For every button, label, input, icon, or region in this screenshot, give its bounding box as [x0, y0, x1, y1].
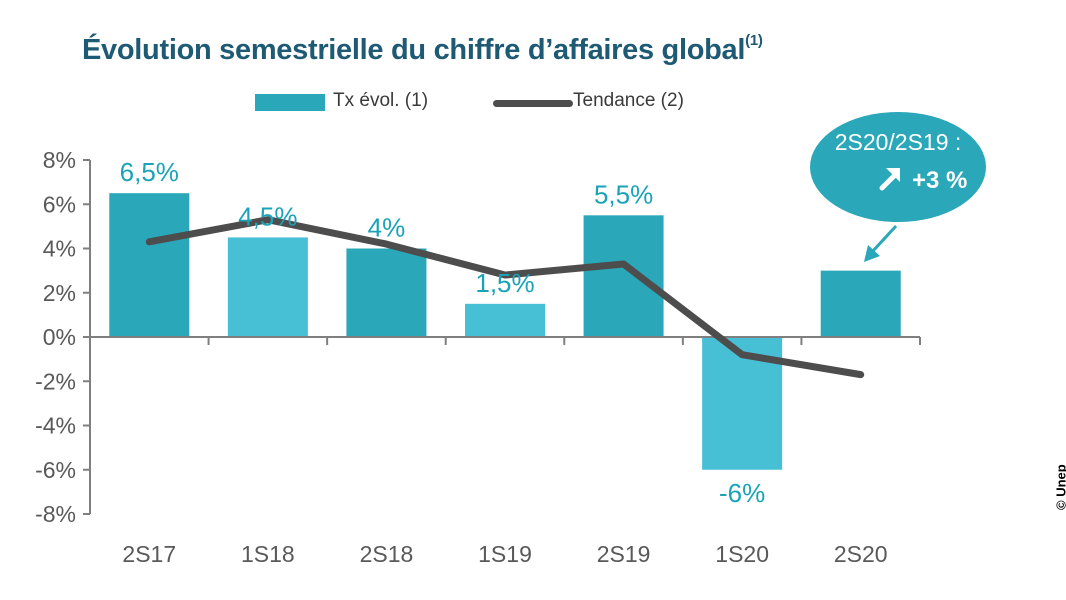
y-tick-label: -4% [35, 413, 76, 439]
axes-group: 8% 6% 4% 2% 0% -2% -4% -6% -8% 2S17 1S18 2S18 1S19 2S… [35, 147, 921, 567]
bar-2S18 [346, 248, 427, 337]
bar-1S18 [227, 237, 308, 337]
x-tick-label: 2S19 [597, 541, 651, 567]
x-tick-label: 1S19 [478, 541, 532, 567]
callout-line1: 2S20/2S19 : [835, 129, 962, 155]
y-tick-label: 6% [43, 191, 76, 217]
callout-group: 2S20/2S19 : +3 % [810, 112, 986, 262]
y-tick-label: -2% [35, 368, 76, 394]
legend-swatch-line [493, 100, 573, 107]
x-tick-label: 1S20 [715, 541, 769, 567]
trend-point-1S18 [266, 218, 269, 221]
copyright-notice: © Unep [1054, 464, 1066, 510]
data-label-1S18: 4,5% [238, 201, 297, 231]
data-label-1S20: -6% [719, 478, 765, 508]
y-tick-label: 2% [43, 280, 76, 306]
data-label-2S17: 6,5% [120, 157, 179, 187]
y-tick-label: -8% [35, 501, 76, 527]
y-tick-label: 8% [43, 147, 76, 173]
x-tick-label: 1S18 [241, 541, 295, 567]
trend-point-2S20 [859, 373, 862, 376]
callout-line2: +3 % [912, 167, 967, 194]
data-label-2S18: 4% [368, 213, 406, 243]
callout-bubble [810, 112, 986, 222]
trend-point-2S18 [385, 243, 388, 246]
trend-line-group [145, 216, 865, 379]
bar-1S19 [465, 303, 545, 337]
bar-2S20 [820, 270, 901, 337]
x-tick-label: 2S17 [122, 541, 176, 567]
data-label-1S19: 1,5% [475, 268, 534, 298]
trend-point-1S19 [504, 274, 506, 277]
y-tick-label: 0% [43, 324, 76, 350]
callout-pointer-arrow [864, 224, 898, 262]
data-labels-group: 6,5% 4,5% 4% 1,5% 5,5% -6% [120, 157, 766, 508]
bar-2S19 [583, 215, 664, 337]
x-tick-label: 2S20 [834, 541, 888, 567]
bar-2S17 [109, 193, 190, 337]
legend-label-line: Tendance (2) [573, 90, 684, 111]
data-label-2S19: 5,5% [594, 179, 653, 209]
legend-label-bars: Tx évol. (1) [333, 90, 429, 111]
x-tick-label: 2S18 [360, 541, 414, 567]
y-tick-label: 4% [43, 236, 76, 262]
bars-group [109, 193, 901, 470]
arrow-up-right-icon [879, 168, 900, 191]
y-tick-label: -6% [35, 457, 76, 483]
trend-point-2S17 [148, 240, 151, 243]
trend-point-2S19 [622, 262, 625, 265]
trend-point-1S20 [741, 353, 744, 356]
legend-swatch-bar [255, 94, 325, 111]
title-note: (1) [745, 32, 763, 50]
chart-title: Évolution semestrielle du chiffre d’affa… [82, 32, 763, 66]
